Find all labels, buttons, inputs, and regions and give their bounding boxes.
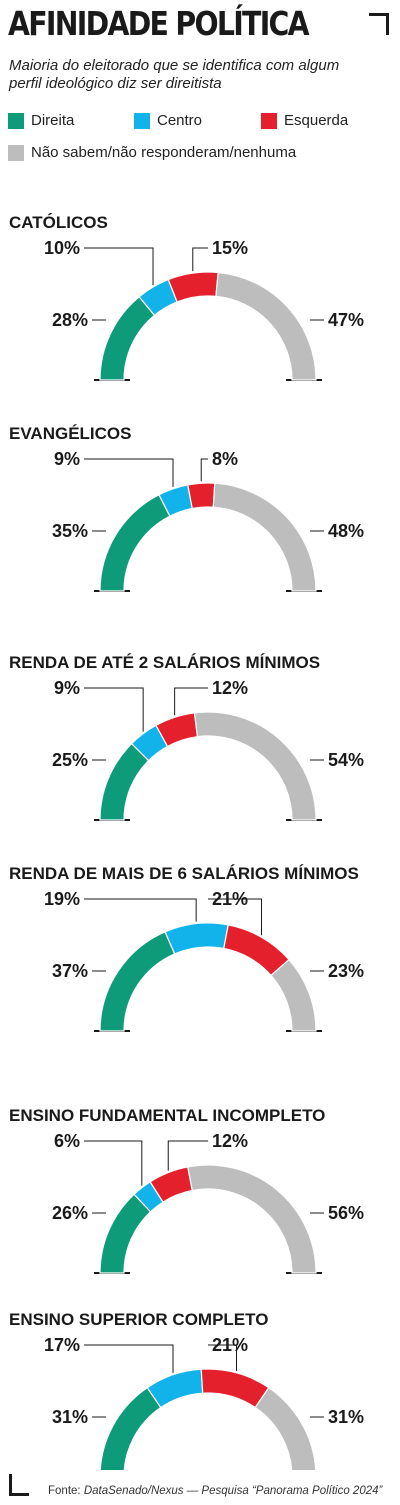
source-note: Fonte: DataSenado/Nexus — Pesquisa “Pano…	[48, 1485, 382, 1497]
leader-line	[200, 458, 208, 482]
data-label-centro: 10%	[44, 238, 80, 258]
data-label-nao-sabem: 54%	[328, 750, 364, 770]
arc-segment-nao-sabem	[270, 958, 317, 1032]
data-label-nao-sabem: 31%	[328, 1407, 364, 1427]
chart-group: RENDA DE MAIS DE 6 SALÁRIOS MÍNIMOS 37% 23…	[9, 864, 364, 1032]
semicircle-charts: CATÓLICOS 28% 47% 10% 15% EVANGÉLICOS 35% 48% 9%…	[9, 213, 364, 1470]
arc-segment-direita	[99, 742, 150, 821]
data-label-centro: 17%	[44, 1335, 80, 1355]
data-label-direita: 35%	[52, 521, 88, 541]
leader-line	[174, 687, 208, 716]
chart-group: ENSINO FUNDAMENTAL INCOMPLETO 26% 56% 6% 12%	[9, 1106, 364, 1274]
arc-segment-centro	[164, 922, 229, 955]
leader-line	[167, 1140, 208, 1171]
leader-line	[84, 1140, 143, 1186]
source-prefix: Fonte:	[48, 1485, 84, 1497]
arc-segment-nao-sabem	[187, 1164, 317, 1274]
arc-segment-nao-sabem	[212, 482, 317, 592]
chart-group: RENDA DE ATÉ 2 SALÁRIOS MÍNIMOS 25% 54% 9% 1…	[9, 653, 364, 821]
legend-item-direita: Direita	[8, 112, 74, 129]
arc-segment-nao-sabem	[254, 1386, 317, 1470]
chart-group: EVANGÉLICOS 35% 48% 9% 8%	[9, 424, 364, 592]
data-label-direita: 37%	[52, 961, 88, 981]
data-label-nao-sabem: 23%	[328, 961, 364, 981]
chart-title: RENDA DE ATÉ 2 SALÁRIOS MÍNIMOS	[9, 653, 320, 672]
corner-bracket-bottom	[9, 1474, 29, 1496]
chart-title: CATÓLICOS	[9, 213, 108, 232]
leader-line	[84, 1344, 174, 1373]
data-label-direita: 26%	[52, 1203, 88, 1223]
data-label-esquerda: 12%	[212, 678, 248, 698]
data-label-direita: 28%	[52, 310, 88, 330]
arc-segment-direita	[99, 931, 176, 1032]
legend-item-centro: Centro	[134, 112, 202, 129]
data-label-nao-sabem: 47%	[328, 310, 364, 330]
data-label-esquerda: 15%	[212, 238, 248, 258]
data-label-nao-sabem: 56%	[328, 1203, 364, 1223]
page-title: AFINIDADE POLÍTICA	[8, 4, 310, 43]
arc-segment-direita	[99, 295, 156, 381]
data-label-direita: 31%	[52, 1407, 88, 1427]
data-label-esquerda: 12%	[212, 1131, 248, 1151]
page-subtitle: Maioria do eleitorado que se identifica …	[9, 57, 340, 92]
leader-line	[192, 247, 208, 272]
chart-title: EVANGÉLICOS	[9, 424, 131, 443]
legend-label-nao-sabem: Não sabem/não responderam/nenhuma	[31, 144, 297, 161]
legend-swatch-centro	[134, 112, 150, 129]
data-label-centro: 6%	[54, 1131, 80, 1151]
arc-segment-nao-sabem	[193, 711, 317, 821]
chart-group: CATÓLICOS 28% 47% 10% 15%	[9, 213, 364, 381]
data-label-direita: 25%	[52, 750, 88, 770]
corner-bracket-top	[369, 13, 389, 35]
arc-segment-direita	[99, 1386, 162, 1470]
legend-item-esquerda: Esquerda	[261, 112, 348, 129]
leader-line	[84, 247, 154, 286]
legend-label-direita: Direita	[31, 112, 75, 129]
arc-segment-esquerda	[187, 482, 216, 510]
arc-segment-direita	[99, 1193, 152, 1274]
chart-title: RENDA DE MAIS DE 6 SALÁRIOS MÍNIMOS	[9, 864, 359, 883]
data-label-esquerda: 8%	[212, 449, 238, 469]
leader-line	[208, 1344, 237, 1371]
data-label-nao-sabem: 48%	[328, 521, 364, 541]
legend-item-nao-sabem: Não sabem/não responderam/nenhuma	[8, 144, 296, 161]
legend-label-esquerda: Esquerda	[284, 112, 349, 129]
legend-swatch-nao-sabem	[8, 144, 24, 161]
arc-segment-direita	[99, 493, 171, 592]
data-label-centro: 19%	[44, 889, 80, 909]
arc-segment-esquerda	[167, 271, 219, 303]
leader-line	[84, 458, 174, 487]
chart-title: ENSINO FUNDAMENTAL INCOMPLETO	[9, 1106, 325, 1125]
data-label-centro: 9%	[54, 449, 80, 469]
leader-line	[84, 898, 197, 922]
legend-label-centro: Centro	[157, 112, 203, 129]
source-text: DataSenado/Nexus — Pesquisa “Panorama Po…	[83, 1485, 383, 1497]
chart-title: ENSINO SUPERIOR COMPLETO	[9, 1310, 268, 1329]
legend-swatch-direita	[8, 112, 24, 129]
legend-swatch-esquerda	[261, 112, 277, 129]
data-label-centro: 9%	[54, 678, 80, 698]
leader-line	[208, 898, 263, 936]
leader-line	[84, 687, 144, 732]
arc-segment-nao-sabem	[215, 271, 317, 381]
